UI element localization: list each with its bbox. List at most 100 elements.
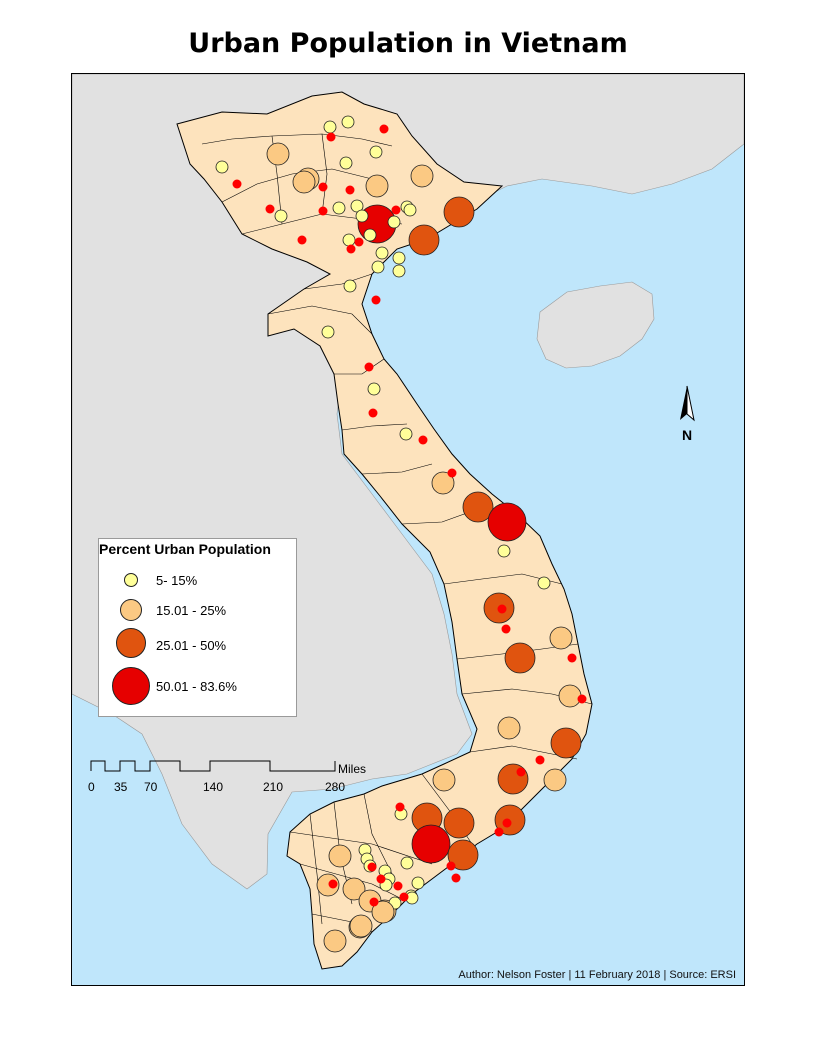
capital-dot — [367, 862, 377, 872]
scale-tick-35: 35 — [114, 780, 128, 794]
urban-symbol-class2 — [292, 170, 316, 194]
urban-symbol-class2 — [349, 914, 373, 938]
capital-dot — [497, 604, 507, 614]
legend-label-class1: 5- 15% — [156, 573, 198, 588]
capital-dot — [368, 408, 378, 418]
legend-label-class3: 25.01 - 50% — [156, 638, 227, 653]
scale-bar: 0 35 70 140 210 280 Miles — [88, 757, 390, 797]
credits: Author: Nelson Foster | 11 February 2018… — [458, 969, 736, 981]
urban-symbol-class2 — [365, 174, 389, 198]
urban-symbol-class3 — [443, 807, 475, 839]
scale-units: Miles — [338, 762, 367, 776]
capital-dot — [516, 767, 526, 777]
urban-symbol-class1 — [375, 246, 389, 260]
urban-symbol-class1 — [321, 325, 335, 339]
urban-symbol-class1 — [342, 233, 356, 247]
urban-symbol-class2 — [371, 900, 395, 924]
urban-symbol-class1 — [363, 228, 377, 242]
legend-symbol-class3 — [116, 628, 146, 658]
urban-symbol-class2 — [342, 877, 366, 901]
capital-dot — [364, 362, 374, 372]
urban-symbol-class1 — [341, 115, 355, 129]
capital-dot — [318, 206, 328, 216]
urban-symbol-class1 — [355, 209, 369, 223]
capital-dot — [369, 897, 379, 907]
scale-tick-210: 210 — [263, 780, 284, 794]
legend-symbol-class2 — [120, 599, 142, 621]
capital-dot — [318, 182, 328, 192]
scale-tick-0: 0 — [88, 780, 95, 794]
capital-dot — [379, 124, 389, 134]
urban-symbol-class2 — [558, 684, 582, 708]
scale-tick-140: 140 — [203, 780, 224, 794]
scale-tick-70: 70 — [144, 780, 158, 794]
north-arrow-icon: N — [680, 385, 695, 443]
urban-symbol-class1 — [371, 260, 385, 274]
urban-symbol-class2 — [432, 768, 456, 792]
legend-title: Percent Urban Population — [99, 541, 271, 557]
map-canvas — [72, 74, 744, 970]
urban-symbol-class1 — [343, 279, 357, 293]
capital-dot — [502, 818, 512, 828]
capital-dot — [451, 873, 461, 883]
capital-dot — [418, 435, 428, 445]
urban-symbol-class1 — [392, 251, 406, 265]
urban-symbol-class1 — [367, 382, 381, 396]
capital-dot — [376, 874, 386, 884]
urban-symbol-class1 — [323, 120, 337, 134]
urban-symbol-class1 — [497, 544, 511, 558]
urban-symbol-class3 — [447, 839, 479, 871]
capital-dot — [501, 624, 511, 634]
map-title: Urban Population in Vietnam — [188, 28, 628, 59]
capital-dot — [391, 205, 401, 215]
urban-symbol-class1 — [274, 209, 288, 223]
urban-symbol-class3 — [443, 196, 475, 228]
urban-symbol-class2 — [323, 929, 347, 953]
urban-symbol-class4 — [487, 502, 527, 542]
capital-dot — [577, 694, 587, 704]
urban-symbol-class1 — [332, 201, 346, 215]
legend-symbol-class4 — [112, 667, 150, 705]
scale-bar-graphic — [90, 760, 336, 772]
urban-symbol-class2 — [549, 626, 573, 650]
capital-dot — [232, 179, 242, 189]
urban-symbol-class2 — [431, 471, 455, 495]
urban-symbol-class1 — [537, 576, 551, 590]
capital-dot — [346, 244, 356, 254]
capital-dot — [535, 755, 545, 765]
capital-dot — [345, 185, 355, 195]
urban-symbol-class1 — [403, 203, 417, 217]
urban-symbol-class1 — [215, 160, 229, 174]
urban-symbol-class3 — [550, 727, 582, 759]
north-arrow-label: N — [682, 427, 692, 443]
capital-dot — [494, 827, 504, 837]
urban-symbol-class3 — [504, 642, 536, 674]
legend: Percent Urban Population 5- 15% 15.01 - … — [98, 538, 297, 717]
capital-dot — [399, 892, 409, 902]
urban-symbol-class2 — [316, 873, 340, 897]
urban-symbol-class1 — [369, 145, 383, 159]
capital-dot — [567, 653, 577, 663]
urban-symbol-class2 — [266, 142, 290, 166]
urban-symbol-class1 — [399, 427, 413, 441]
capital-dot — [447, 468, 457, 478]
urban-symbol-class2 — [497, 716, 521, 740]
urban-symbol-class4 — [411, 824, 451, 864]
urban-symbol-class3 — [408, 224, 440, 256]
urban-symbol-class1 — [350, 199, 364, 213]
capital-dot — [328, 879, 338, 889]
scale-tick-280: 280 — [325, 780, 346, 794]
capital-dot — [371, 295, 381, 305]
hainan-island — [536, 281, 655, 369]
urban-symbol-class1 — [387, 215, 401, 229]
urban-symbol-class2 — [328, 844, 352, 868]
map-frame: N Percent Urban Population 5- 15% 15.01 … — [71, 73, 745, 986]
urban-symbol-class2 — [410, 164, 434, 188]
legend-symbol-class1 — [124, 573, 138, 587]
capital-dot — [446, 861, 456, 871]
urban-symbol-class3 — [462, 491, 494, 523]
north-arrow: N — [672, 384, 702, 444]
legend-label-class2: 15.01 - 25% — [156, 603, 227, 618]
urban-symbol-class2 — [543, 768, 567, 792]
capital-dot — [265, 204, 275, 214]
